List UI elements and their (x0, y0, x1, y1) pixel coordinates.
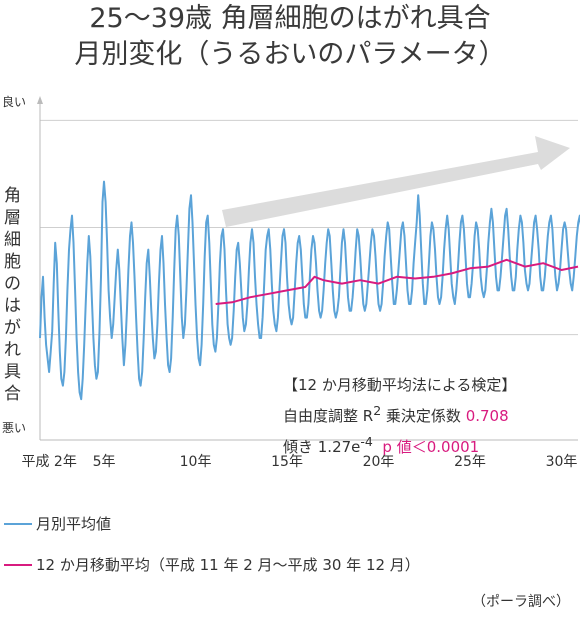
legend-monthly-average: 月別平均値 (4, 513, 111, 534)
series-monthly-average-line (39, 180, 580, 401)
y-axis-top-label: 良い (2, 95, 27, 109)
y-axis-title: 角層細胞のはがれ具合 (4, 186, 21, 404)
y-axis-arrow (37, 96, 43, 104)
y-axis-bottom-label: 悪い (2, 421, 27, 435)
legend-label: 月別平均値 (36, 515, 112, 533)
annotation-heading: 【12 か月移動平均法による検定】 (283, 376, 517, 394)
x-tick-label: 30年 (546, 454, 578, 470)
legend-moving-average: 12 か月移動平均（平成 11 年 2 月～平成 30 年 12 月） (4, 554, 420, 575)
legend-label: 12 か月移動平均（平成 11 年 2 月～平成 30 年 12 月） (36, 556, 420, 574)
x-tick-label: 10年 (180, 454, 212, 470)
trend-arrow (222, 136, 570, 227)
legend-swatch-pink (4, 563, 32, 566)
x-tick-label: 平成 2年 (21, 454, 76, 470)
source-note: （ポーラ調べ） (472, 594, 570, 610)
annotation-slope: 傾き 1.27e-4 p 値＜0.0001 (283, 434, 480, 456)
r2-value: 0.708 (465, 407, 509, 425)
annotation-r2: 自由度調整 R2 乗決定係数 0.708 (283, 403, 509, 425)
p-value: p 値＜0.0001 (382, 438, 480, 456)
x-tick-label: 20年 (363, 454, 395, 470)
x-tick-label: 5年 (93, 454, 116, 470)
chart-title-line1: 25～39歳 角層細胞のはがれ具合 (89, 3, 491, 34)
series-moving-average-line (215, 258, 579, 305)
chart-title-line2: 月別変化（うるおいのパラメータ） (74, 39, 506, 70)
x-tick-label: 15年 (271, 454, 303, 470)
regression-annotation: 【12 か月移動平均法による検定】 自由度調整 R2 乗決定係数 0.708 傾… (283, 372, 516, 460)
x-tick-label: 25年 (454, 454, 486, 470)
legend-swatch-blue (4, 522, 32, 525)
